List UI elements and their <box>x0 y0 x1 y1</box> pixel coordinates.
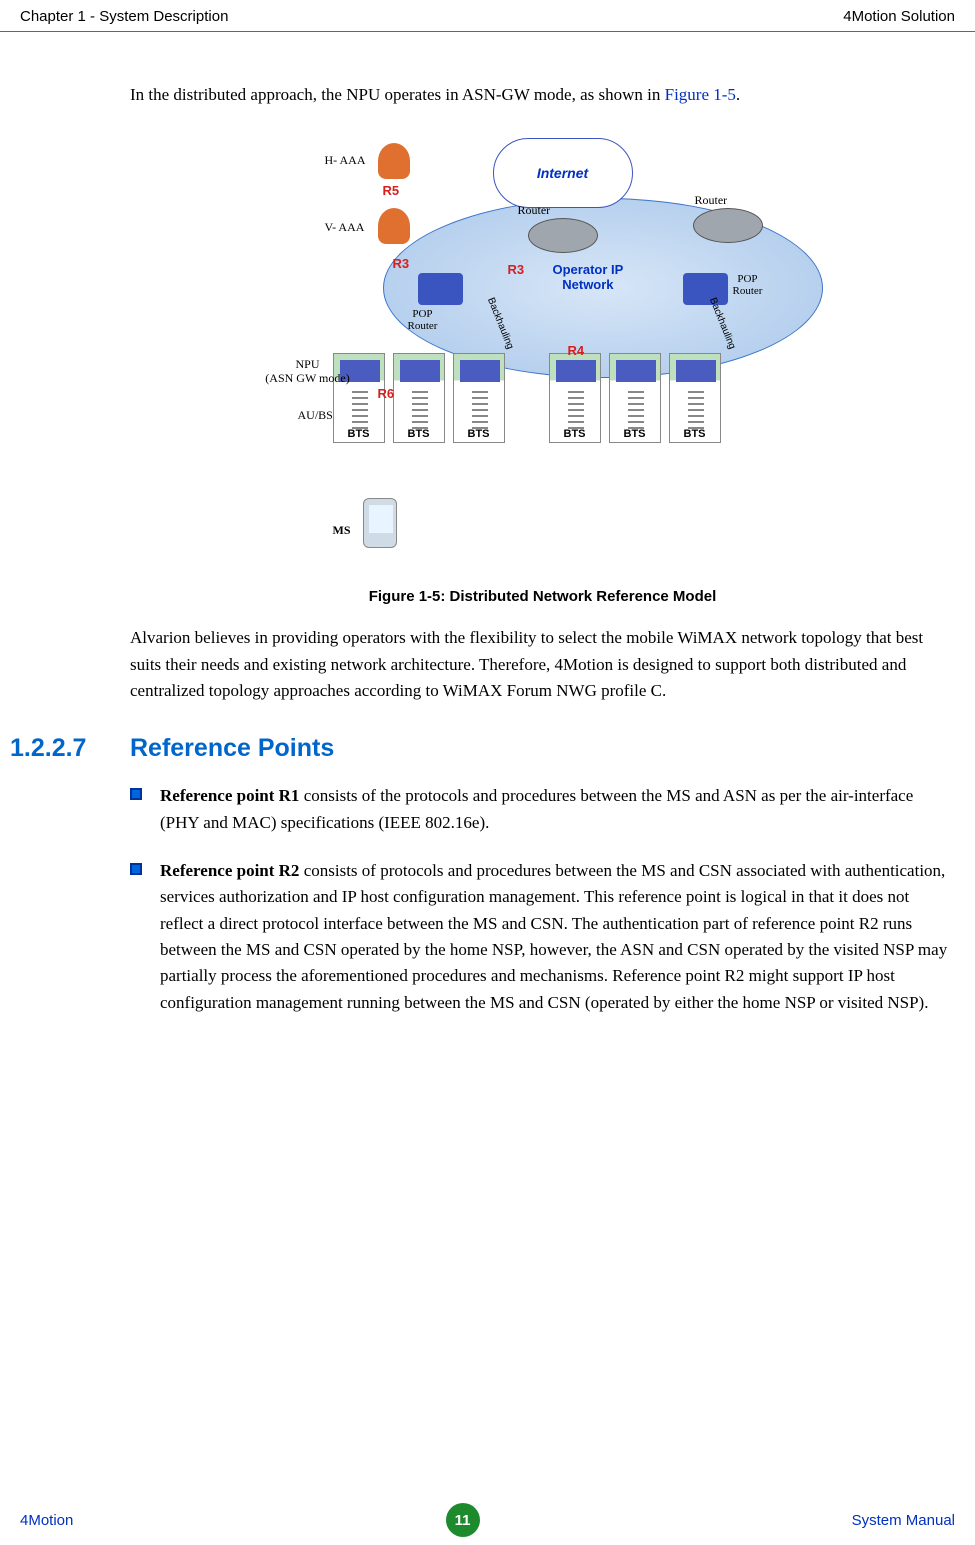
footer-left: 4Motion <box>20 1512 73 1529</box>
ms-device-icon <box>363 498 397 548</box>
v-aaa-label: V- AAA <box>325 220 365 235</box>
bts-icon: BTS <box>393 353 445 443</box>
r5-label: R5 <box>383 183 400 198</box>
r3-label: R3 <box>393 256 410 271</box>
r6-label: R6 <box>378 386 395 401</box>
h-aaa-label: H- AAA <box>325 153 366 168</box>
pop-router-label: POP Router <box>733 273 763 297</box>
router-label: Router <box>695 193 728 208</box>
figure-reference-link[interactable]: Figure 1-5 <box>665 85 736 104</box>
operator-ip-label: Operator IP Network <box>553 263 624 292</box>
network-diagram: Internet BTS BTS BTS BTS BTS BTS Router … <box>263 128 823 558</box>
list-item: Reference point R1 consists of the proto… <box>130 783 955 836</box>
header-left: Chapter 1 - System Description <box>20 8 228 25</box>
bullet-icon <box>130 788 142 800</box>
router-icon <box>528 218 598 253</box>
h-aaa-icon <box>378 143 410 179</box>
bts-icon: BTS <box>669 353 721 443</box>
pop-router-icon <box>683 273 728 305</box>
bullet-bold: Reference point R2 <box>160 861 299 880</box>
bts-label: BTS <box>550 428 600 440</box>
internet-cloud: Internet <box>493 138 633 208</box>
pop-router-icon <box>418 273 463 305</box>
section-number: 1.2.2.7 <box>10 734 130 763</box>
intro-period: . <box>736 85 740 104</box>
bts-label: BTS <box>670 428 720 440</box>
ms-label: MS <box>333 523 351 538</box>
npu-label: NPU (ASN GW mode) <box>263 358 353 384</box>
bullet-rest: consists of protocols and procedures bet… <box>160 861 947 1012</box>
section-heading: 1.2.2.7 Reference Points <box>0 734 955 763</box>
page-content: In the distributed approach, the NPU ope… <box>0 32 975 1016</box>
router-label: Router <box>518 203 551 218</box>
pop-router-label: POP Router <box>408 308 438 332</box>
figure-caption: Figure 1-5: Distributed Network Referenc… <box>130 588 955 605</box>
r4-label: R4 <box>568 343 585 358</box>
intro-paragraph: In the distributed approach, the NPU ope… <box>130 82 955 108</box>
intro-text: In the distributed approach, the NPU ope… <box>130 85 665 104</box>
page-footer: 4Motion 11 System Manual <box>0 1503 975 1537</box>
bullet-bold: Reference point R1 <box>160 786 299 805</box>
header-right: 4Motion Solution <box>843 8 955 25</box>
bullet-text: Reference point R2 consists of protocols… <box>160 858 955 1016</box>
figure-1-5: Internet BTS BTS BTS BTS BTS BTS Router … <box>130 128 955 605</box>
bts-label: BTS <box>610 428 660 440</box>
router-icon <box>693 208 763 243</box>
bullet-icon <box>130 863 142 875</box>
page-number-badge: 11 <box>446 1503 480 1537</box>
list-item: Reference point R2 consists of protocols… <box>130 858 955 1016</box>
r3-label: R3 <box>508 262 525 277</box>
page-header: Chapter 1 - System Description 4Motion S… <box>0 0 975 32</box>
aubs-label: AU/BS <box>298 408 333 423</box>
bts-icon: BTS <box>549 353 601 443</box>
bts-label: BTS <box>394 428 444 440</box>
v-aaa-icon <box>378 208 410 244</box>
footer-right: System Manual <box>852 1512 955 1529</box>
bts-label: BTS <box>454 428 504 440</box>
bts-icon: BTS <box>453 353 505 443</box>
bts-icon: BTS <box>609 353 661 443</box>
internet-label: Internet <box>537 165 588 181</box>
post-figure-paragraph: Alvarion believes in providing operators… <box>130 625 955 704</box>
section-title: Reference Points <box>130 734 334 763</box>
bullet-text: Reference point R1 consists of the proto… <box>160 783 955 836</box>
bts-label: BTS <box>334 428 384 440</box>
